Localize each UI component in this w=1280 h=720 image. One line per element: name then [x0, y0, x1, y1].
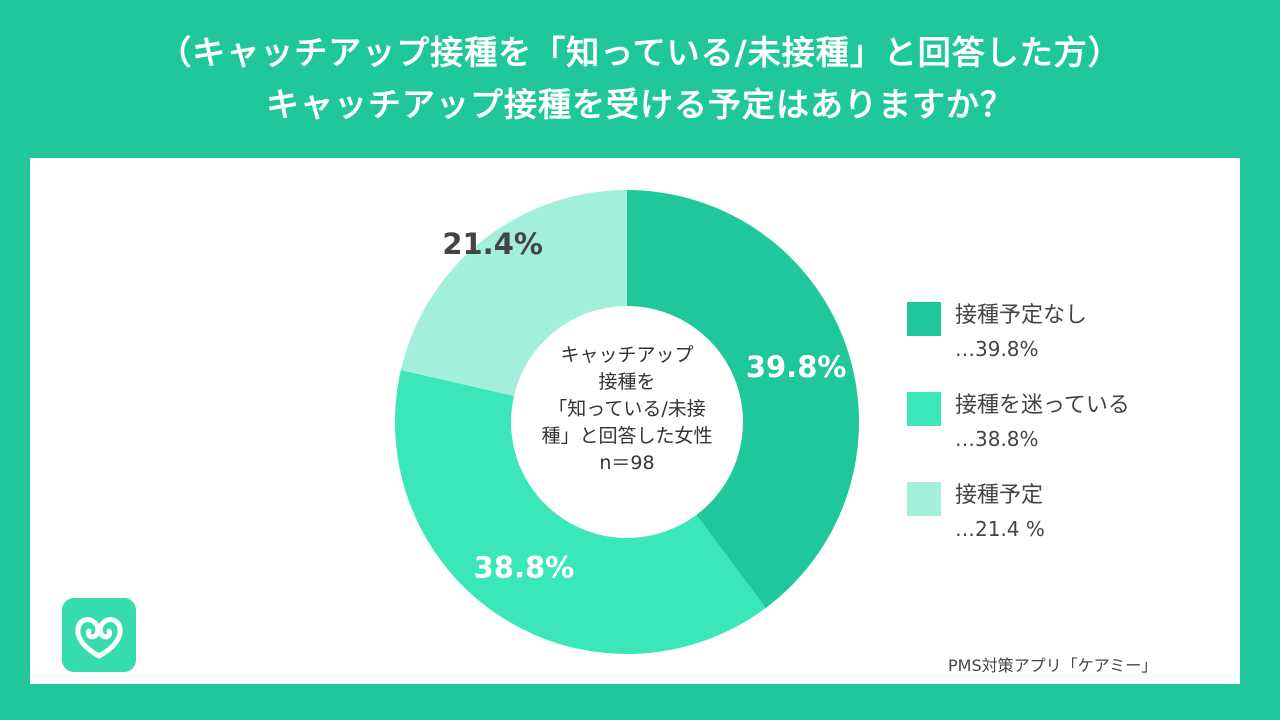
- donut-slice-0: [627, 190, 859, 608]
- donut-slice-1: [394, 369, 766, 654]
- donut-center-label: キャッチアップ 接種を 「知っている/未接 種」と回答した女性 n＝98: [512, 342, 742, 477]
- center-line-5: n＝98: [599, 452, 655, 474]
- legend-swatch: [907, 392, 941, 426]
- legend-value: …39.8%: [955, 337, 1039, 361]
- app-credit: PMS対策アプリ「ケアミー」: [948, 656, 1158, 675]
- legend-label: 接種を迷っている: [955, 393, 1130, 418]
- app-logo: [62, 598, 136, 672]
- legend-value: …38.8%: [955, 427, 1039, 451]
- donut-data-label-0: 39.8%: [746, 350, 847, 384]
- donut-slice-2: [400, 190, 627, 396]
- legend-swatch: [907, 482, 941, 516]
- header: （キャッチアップ接種を「知っている/未接種」と回答した方） キャッチアップ接種を…: [0, 0, 1280, 158]
- center-line-1: キャッチアップ: [560, 344, 694, 366]
- donut-data-label-1: 38.8%: [474, 551, 575, 585]
- center-line-3: 「知っている/未接: [548, 398, 706, 420]
- donut-data-label-2: 21.4%: [442, 227, 543, 261]
- legend-label: 接種予定: [955, 483, 1044, 508]
- legend-label: 接種予定なし: [955, 303, 1088, 328]
- title-line-2: キャッチアップ接種を受ける予定はありますか？: [266, 85, 1014, 124]
- title-line-1: （キャッチアップ接種を「知っている/未接種」と回答した方）: [158, 33, 1122, 72]
- heart-loop-icon: [75, 617, 123, 659]
- center-line-4: 種」と回答した女性: [541, 425, 713, 447]
- center-line-2: 接種を: [598, 371, 656, 393]
- legend-value: …21.4 %: [955, 517, 1045, 541]
- legend-swatch: [907, 302, 941, 336]
